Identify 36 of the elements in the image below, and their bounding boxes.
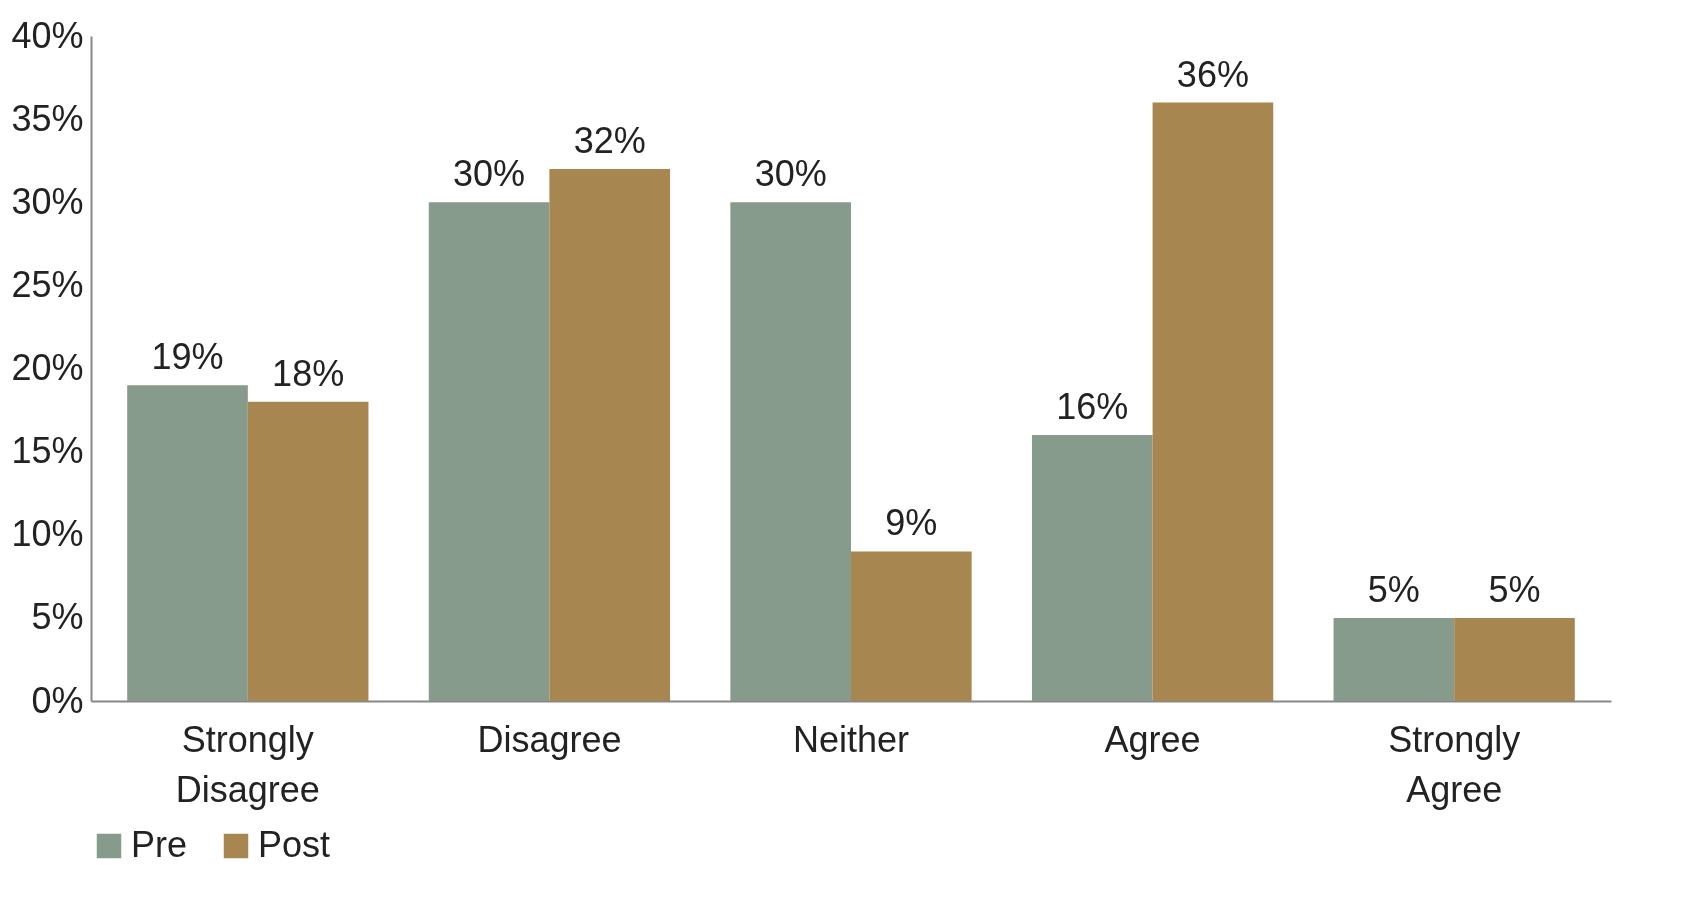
x-tick-label: Neither [792,718,910,760]
data-label: 19% [151,336,224,378]
data-label: 9% [885,502,938,544]
y-tick-label: 35% [11,97,84,139]
x-tick-label: Agree [1104,718,1201,760]
bar [1454,617,1575,701]
y-tick-label: 15% [11,430,84,472]
data-label: 16% [1056,386,1129,427]
y-tick-label: 40% [11,14,84,56]
x-tick-label: Disagree [477,718,622,760]
y-tick-label: 25% [11,263,84,305]
bar [1031,435,1153,701]
data-label: 32% [573,120,646,161]
bar [1333,617,1455,701]
bar [428,202,550,701]
bar [1152,102,1274,701]
y-tick-label: 10% [11,513,84,555]
bar [247,401,369,701]
bar [549,169,671,701]
data-label: 18% [272,352,345,394]
data-label: 36% [1176,53,1249,95]
y-tick-label: 5% [31,596,84,638]
data-label: 5% [1488,568,1541,610]
x-tick-label: Strongly Disagree [175,718,320,810]
y-tick-label: 0% [31,679,84,721]
data-label: 30% [754,153,827,195]
bar [730,202,851,701]
bar [851,551,972,701]
data-label: 5% [1367,568,1420,610]
legend-label: Pre [131,824,188,865]
y-tick-label: 20% [11,347,84,388]
data-label: 30% [453,153,526,195]
bar [127,385,248,701]
y-tick-label: 30% [11,180,84,222]
legend-label: Post [258,824,331,865]
x-tick-label: Strongly Agree [1388,718,1521,810]
